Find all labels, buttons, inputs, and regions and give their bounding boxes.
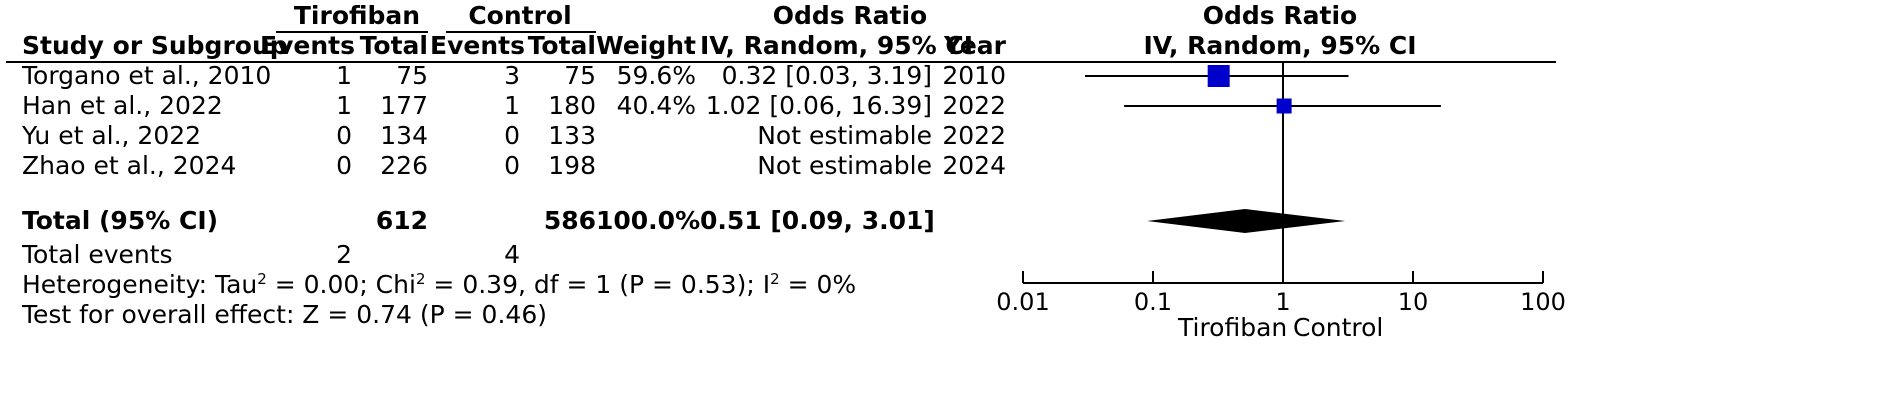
events2-cell: 0 bbox=[504, 151, 520, 180]
total-weight: 100.0% bbox=[596, 206, 701, 235]
study-col-header: Study or Subgroup bbox=[22, 31, 288, 60]
ci-cell: Not estimable bbox=[757, 151, 932, 180]
events1-cell: 0 bbox=[336, 121, 352, 150]
total-events-label: Total events bbox=[22, 240, 173, 269]
total1-cell: 226 bbox=[380, 151, 428, 180]
weight-cell: 40.4% bbox=[616, 91, 696, 120]
year-cell: 2022 bbox=[942, 91, 1006, 120]
events2-cell: 1 bbox=[504, 91, 520, 120]
weight-header: Weight bbox=[596, 31, 696, 60]
point-marker bbox=[1276, 98, 1292, 114]
x-tick-label: 10 bbox=[1398, 288, 1429, 316]
plot-method-header: IV, Random, 95% CI bbox=[1143, 31, 1417, 60]
x-tick-label: 0.01 bbox=[996, 288, 1049, 316]
point-marker bbox=[1207, 65, 1230, 87]
heterogeneity-text: Heterogeneity: Tau2 = 0.00; Chi2 = 0.39,… bbox=[22, 270, 857, 299]
total-ci: 0.51 [0.09, 3.01] bbox=[700, 206, 935, 235]
total1-header: Total bbox=[359, 31, 428, 60]
study-name: Han et al., 2022 bbox=[22, 91, 223, 120]
study-name: Yu et al., 2022 bbox=[22, 121, 202, 150]
x-tick-label: 0.1 bbox=[1134, 288, 1172, 316]
ci-cell: 1.02 [0.06, 16.39] bbox=[705, 91, 932, 120]
total2-cell: 133 bbox=[548, 121, 596, 150]
events1-cell: 1 bbox=[336, 91, 352, 120]
total1-cell: 177 bbox=[380, 91, 428, 120]
group2-header: Control bbox=[468, 1, 572, 30]
or-method-header: IV, Random, 95% CI bbox=[700, 31, 974, 60]
group1-header: Tirofiban bbox=[293, 1, 421, 30]
year-cell: 2010 bbox=[942, 61, 1006, 90]
total2-cell: 75 bbox=[564, 61, 596, 90]
events1-cell: 0 bbox=[336, 151, 352, 180]
pooled-diamond bbox=[1147, 209, 1346, 233]
total-label: Total (95% CI) bbox=[22, 206, 219, 235]
total2-cell: 180 bbox=[548, 91, 596, 120]
group1-underline bbox=[276, 31, 428, 33]
study-name: Torgano et al., 2010 bbox=[22, 61, 272, 90]
or-title: Odds Ratio bbox=[772, 1, 928, 30]
study-name: Zhao et al., 2024 bbox=[22, 151, 237, 180]
total2-sum: 586 bbox=[543, 206, 596, 235]
weight-cell: 59.6% bbox=[616, 61, 696, 90]
events2-cell: 0 bbox=[504, 121, 520, 150]
x-tick-label: 100 bbox=[1520, 288, 1566, 316]
total1-cell: 75 bbox=[396, 61, 428, 90]
events1-cell: 1 bbox=[336, 61, 352, 90]
events2-cell: 3 bbox=[504, 61, 520, 90]
total-events2: 4 bbox=[504, 240, 520, 269]
group2-underline bbox=[446, 31, 596, 33]
events1-header: Events bbox=[260, 31, 355, 60]
year-cell: 2024 bbox=[942, 151, 1006, 180]
favours-left-label: Tirofiban bbox=[1178, 313, 1288, 342]
total1-cell: 134 bbox=[380, 121, 428, 150]
total2-cell: 198 bbox=[548, 151, 596, 180]
favours-right-label: Control bbox=[1293, 313, 1384, 342]
x-tick-label: 1 bbox=[1275, 288, 1290, 316]
ci-cell: 0.32 [0.03, 3.19] bbox=[721, 61, 932, 90]
total1-sum: 612 bbox=[375, 206, 428, 235]
overall-effect-text: Test for overall effect: Z = 0.74 (P = 0… bbox=[22, 300, 547, 329]
ci-cell: Not estimable bbox=[757, 121, 932, 150]
total-events1: 2 bbox=[336, 240, 352, 269]
header-rule bbox=[6, 61, 1556, 63]
year-cell: 2022 bbox=[942, 121, 1006, 150]
plot-title: Odds Ratio bbox=[1202, 1, 1358, 30]
year-header: Year bbox=[944, 31, 1006, 60]
events2-header: Events bbox=[430, 31, 525, 60]
total2-header: Total bbox=[527, 31, 596, 60]
